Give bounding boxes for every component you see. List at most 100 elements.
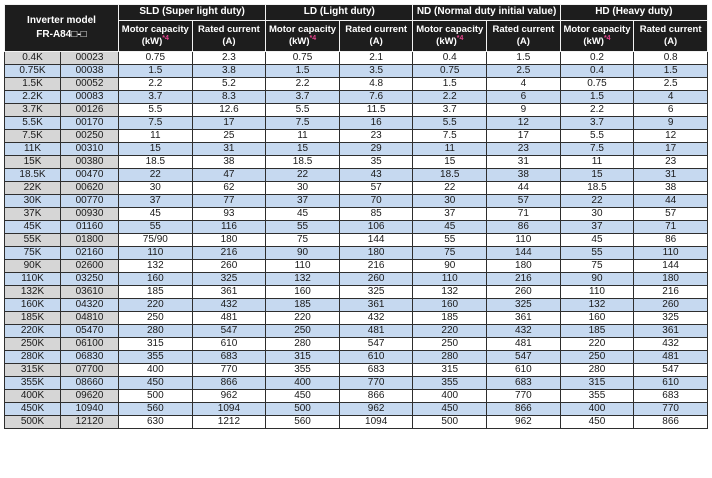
model-cell: 5.5K [4, 116, 61, 130]
value-cell: 560 [118, 402, 193, 416]
value-cell: 355 [265, 363, 340, 377]
value-cell: 132 [412, 285, 488, 299]
value-cell: 481 [338, 324, 414, 338]
value-cell: 866 [338, 389, 414, 403]
value-cell: 37 [118, 194, 193, 208]
value-cell: 962 [191, 389, 267, 403]
value-cell: 43 [338, 168, 414, 182]
value-cell: 216 [633, 285, 708, 299]
code-cell: 03250 [59, 272, 120, 286]
inverter-rating-table: Inverter model FR-A84□-□ SLD (Super ligh… [3, 4, 709, 429]
value-cell: 1094 [191, 402, 267, 416]
value-cell: 70 [338, 194, 414, 208]
value-cell: 2.1 [338, 51, 414, 65]
value-cell: 361 [486, 311, 561, 325]
value-cell: 355 [118, 350, 193, 364]
value-cell: 110 [486, 233, 561, 247]
table-row: 110K 03250 160 325 132 260 110 216 90 180 [4, 272, 708, 286]
value-cell: 610 [633, 376, 708, 390]
model-cell: 160K [4, 298, 61, 312]
value-cell: 361 [633, 324, 708, 338]
footnote-marker: *4 [162, 34, 169, 42]
value-cell: 683 [191, 350, 267, 364]
model-cell: 220K [4, 324, 61, 338]
rated-current-header: Rated current (A) [191, 20, 267, 52]
value-cell: 75 [559, 259, 635, 273]
value-cell: 1.5 [265, 64, 340, 78]
value-cell: 86 [486, 220, 561, 234]
value-cell: 3.7 [412, 103, 488, 117]
model-cell: 250K [4, 337, 61, 351]
value-cell: 144 [486, 246, 561, 260]
value-cell: 216 [338, 259, 414, 273]
code-cell: 00770 [59, 194, 120, 208]
value-cell: 0.75 [412, 64, 488, 78]
value-cell: 45 [118, 207, 193, 221]
value-cell: 160 [412, 298, 488, 312]
table-row: 45K 01160 55 116 55 106 45 86 37 71 [4, 220, 708, 234]
table-row: 2.2K 00083 3.7 8.3 3.7 7.6 2.2 6 1.5 4 [4, 90, 708, 104]
value-cell: 110 [559, 285, 635, 299]
value-cell: 132 [265, 272, 340, 286]
value-cell: 9 [633, 116, 708, 130]
value-cell: 11 [118, 129, 193, 143]
rated-current-label: Rated current [639, 24, 702, 36]
value-cell: 132 [118, 259, 193, 273]
table-row: 185K 04810 250 481 220 432 185 361 160 325 [4, 311, 708, 325]
value-cell: 2.2 [412, 90, 488, 104]
rated-current-label: Rated current [198, 24, 260, 36]
table-row: 11K 00310 15 31 15 29 11 23 7.5 17 [4, 142, 708, 156]
code-cell: 00930 [59, 207, 120, 221]
value-cell: 3.8 [191, 64, 267, 78]
model-cell: 90K [4, 259, 61, 273]
value-cell: 280 [265, 337, 340, 351]
value-cell: 23 [338, 129, 414, 143]
value-cell: 5.5 [559, 129, 635, 143]
code-cell: 00126 [59, 103, 120, 117]
value-cell: 12 [633, 129, 708, 143]
value-cell: 1.5 [412, 77, 488, 91]
value-cell: 962 [338, 402, 414, 416]
value-cell: 5.5 [118, 103, 193, 117]
value-cell: 0.4 [559, 64, 635, 78]
value-cell: 325 [633, 311, 708, 325]
value-cell: 866 [191, 376, 267, 390]
rated-current-header: Rated current (A) [486, 20, 561, 52]
value-cell: 30 [265, 181, 340, 195]
value-cell: 280 [412, 350, 488, 364]
footnote-marker: *4 [603, 34, 611, 42]
value-cell: 90 [559, 272, 635, 286]
value-cell: 220 [265, 311, 340, 325]
rated-current-label: Rated current [492, 24, 555, 36]
value-cell: 185 [559, 324, 635, 338]
value-cell: 185 [412, 311, 488, 325]
code-cell: 00023 [59, 51, 120, 65]
table-row: 15K 00380 18.5 38 18.5 35 15 31 11 23 [4, 155, 708, 169]
value-cell: 7.5 [412, 129, 488, 143]
value-cell: 55 [559, 246, 635, 260]
value-cell: 4 [633, 90, 708, 104]
table-row: 55K 01800 75/90 180 75 144 55 110 45 86 [4, 233, 708, 247]
value-cell: 250 [559, 350, 635, 364]
value-cell: 2.2 [265, 77, 340, 91]
value-cell: 400 [118, 363, 193, 377]
value-cell: 160 [265, 285, 340, 299]
table-row: 280K 06830 355 683 315 610 280 547 250 481 [4, 350, 708, 364]
value-cell: 3.7 [118, 90, 193, 104]
value-cell: 30 [118, 181, 193, 195]
value-cell: 16 [338, 116, 414, 130]
value-cell: 432 [486, 324, 561, 338]
value-cell: 31 [486, 155, 561, 169]
model-cell: 75K [4, 246, 61, 260]
value-cell: 220 [559, 337, 635, 351]
code-cell: 09620 [59, 389, 120, 403]
value-cell: 25 [191, 129, 267, 143]
value-cell: 180 [338, 246, 414, 260]
value-cell: 683 [338, 363, 414, 377]
value-cell: 280 [559, 363, 635, 377]
value-cell: 7.5 [559, 142, 635, 156]
code-cell: 12120 [59, 415, 120, 429]
value-cell: 132 [559, 298, 635, 312]
code-cell: 05470 [59, 324, 120, 338]
value-cell: 29 [338, 142, 414, 156]
